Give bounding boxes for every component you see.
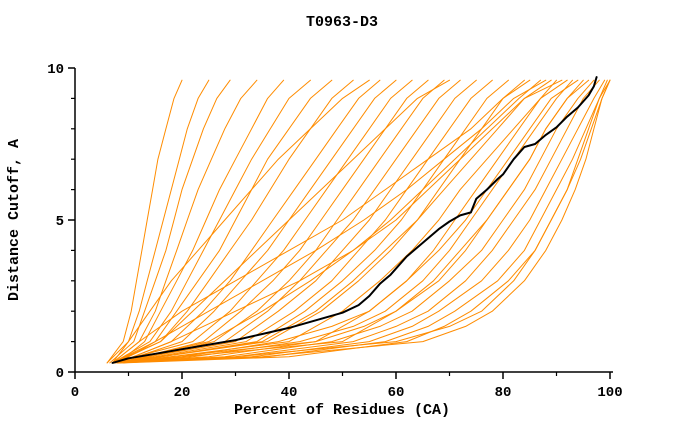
model-curve (106, 79, 370, 364)
x-tick-label: 40 (281, 385, 298, 401)
x-tick-label: 60 (388, 385, 405, 401)
model-curve (117, 79, 381, 364)
model-curve (112, 79, 547, 364)
model-curve (114, 79, 354, 364)
model-curve (117, 79, 595, 364)
model-curve (112, 79, 210, 364)
model-curve (117, 79, 397, 364)
model-curve (117, 79, 493, 364)
model-curve (117, 79, 563, 364)
model-curve (117, 79, 461, 364)
model-curve (117, 79, 285, 364)
model-curve (122, 79, 568, 364)
model-curve (117, 79, 552, 364)
model-curve (112, 79, 600, 364)
model-curve (117, 79, 590, 364)
x-tick-label: 0 (71, 385, 79, 401)
x-axis-label: Percent of Residues (CA) (234, 402, 450, 419)
model-curve (117, 79, 429, 364)
y-axis-label: Distance Cutoff, A (6, 139, 23, 301)
x-tick-label: 100 (597, 385, 622, 401)
model-curve (106, 79, 183, 364)
model-curve (112, 79, 477, 364)
model-curve (112, 79, 608, 364)
model-curve (112, 79, 258, 364)
model-curve (112, 79, 413, 364)
y-tick-label: 10 (47, 62, 64, 78)
model-curve (122, 79, 445, 364)
model-curve (117, 79, 573, 364)
model-curve (112, 79, 531, 364)
model-curve (117, 79, 333, 364)
model-curve (112, 79, 450, 364)
chart-title: T0963-D3 (306, 14, 378, 31)
model-curve (117, 79, 606, 364)
model-curve (109, 79, 231, 364)
model-curve (117, 79, 541, 364)
model-curve (112, 79, 311, 364)
x-tick-label: 80 (495, 385, 512, 401)
x-tick-label: 20 (174, 385, 191, 401)
model-curve (112, 79, 579, 364)
reference-curve (111, 76, 598, 364)
model-curve (122, 79, 509, 364)
model-curve (117, 79, 611, 364)
y-tick-label: 5 (56, 214, 64, 230)
plot-area: 0 20 40 60 80 100 0 5 10 (47, 62, 622, 401)
model-curve (117, 79, 611, 364)
y-tick-label: 0 (56, 366, 64, 382)
model-curve (112, 79, 557, 364)
